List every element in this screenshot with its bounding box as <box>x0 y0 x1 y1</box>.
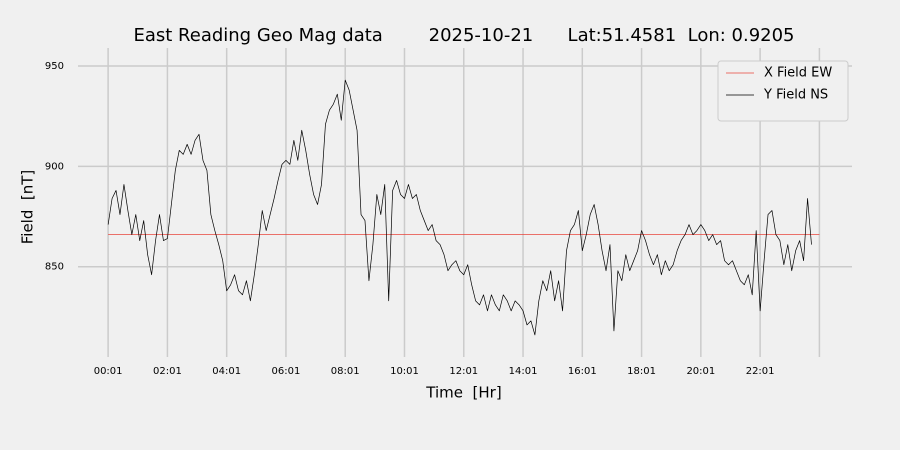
x-tick-label: 08:01 <box>331 366 360 377</box>
x-tick-label: 06:01 <box>272 366 301 377</box>
x-tick-label: 00:01 <box>94 366 123 377</box>
y-tick-label: 850 <box>45 262 64 273</box>
x-tick-label: 16:01 <box>568 366 597 377</box>
x-tick-label: 22:01 <box>746 366 775 377</box>
y-tick-label: 900 <box>45 161 64 172</box>
x-tick-label: 04:01 <box>212 366 241 377</box>
x-tick-label: 12:01 <box>449 366 478 377</box>
y-tick-label: 950 <box>45 61 64 72</box>
line-series <box>107 79 812 336</box>
x-tick-label: 14:01 <box>509 366 538 377</box>
y-axis-label: Field [nT] <box>19 170 37 245</box>
x-tick-label: 20:01 <box>686 366 715 377</box>
legend-box <box>717 60 849 122</box>
x-axis-label: Time [Hr] <box>425 384 501 402</box>
x-tick-label: 10:01 <box>390 366 419 377</box>
chart-title: East Reading Geo Mag data 2025-10-21 Lat… <box>133 25 794 46</box>
legend-label: X Field EW <box>764 66 832 81</box>
grid <box>78 48 852 357</box>
x-tick-label: 02:01 <box>153 366 182 377</box>
x-tick-label: 18:01 <box>627 366 656 377</box>
legend-label: Y Field NS <box>763 88 828 103</box>
